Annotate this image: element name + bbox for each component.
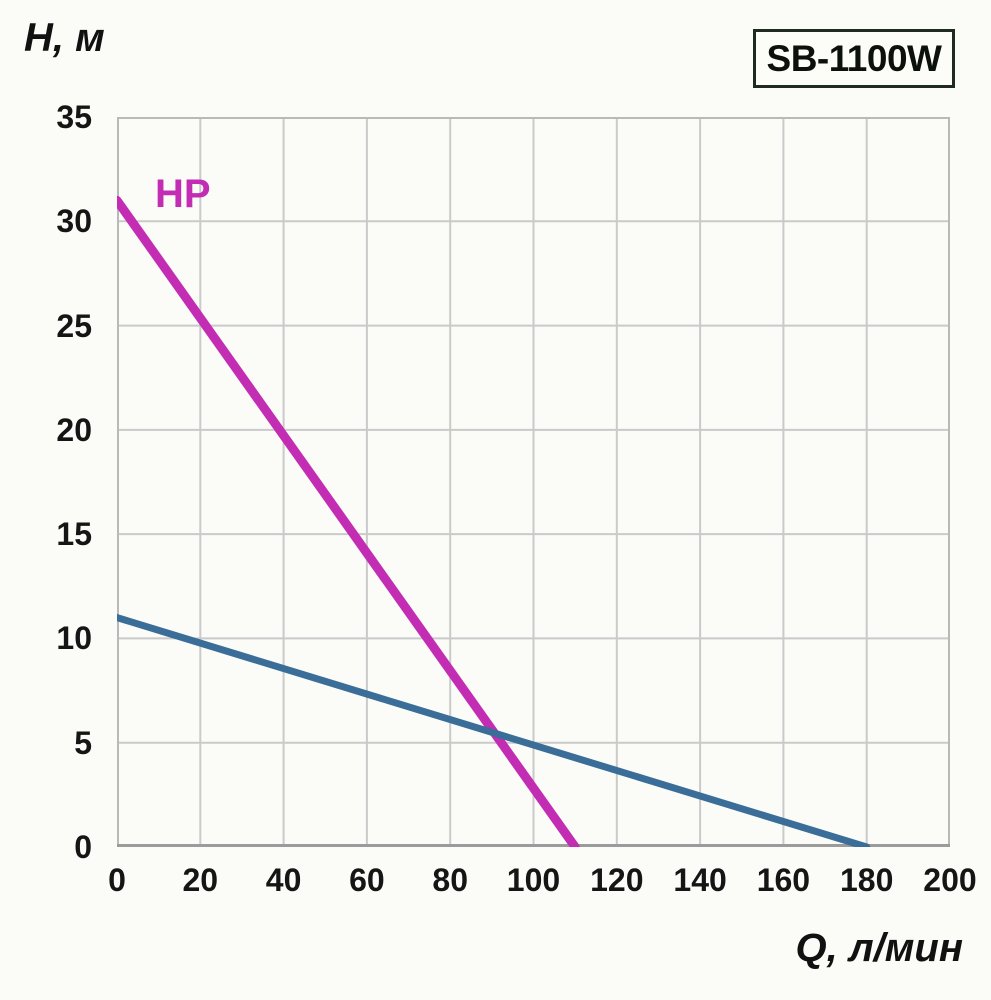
x-tick-label: 200 — [923, 862, 977, 898]
y-tick-label: 35 — [56, 99, 92, 135]
series-label-hp: HP — [155, 172, 211, 217]
y-axis-title: H, м — [24, 16, 105, 60]
y-tick-label: 25 — [56, 307, 92, 344]
x-tick-label: 0 — [108, 862, 126, 898]
series-line-pump-curve — [117, 614, 871, 847]
y-tick-label: 5 — [74, 724, 92, 761]
model-badge: SB-1100W — [753, 29, 955, 88]
y-tick-label: 0 — [74, 829, 92, 865]
y-tick-label: 30 — [56, 203, 92, 240]
x-axis-title: Q, л/мин — [795, 926, 963, 970]
x-tick-label: 120 — [590, 862, 644, 898]
y-tick-label: 15 — [56, 516, 92, 553]
x-tick-label: 180 — [839, 862, 894, 898]
plot-area — [117, 117, 950, 847]
y-tick-label: 10 — [56, 620, 92, 657]
x-tick-label: 20 — [182, 862, 219, 898]
x-tick-label: 40 — [265, 862, 302, 898]
model-badge-label: SB-1100W — [766, 37, 942, 79]
y-tick-label: 20 — [56, 411, 92, 448]
x-tick-label: 80 — [432, 862, 468, 898]
x-tick-label: 100 — [506, 862, 561, 898]
plot-svg — [117, 117, 950, 847]
x-tick-label: 160 — [756, 862, 811, 898]
x-tick-label: 140 — [673, 862, 727, 898]
x-tick-label: 60 — [349, 862, 385, 898]
series-line-hp — [117, 195, 580, 847]
